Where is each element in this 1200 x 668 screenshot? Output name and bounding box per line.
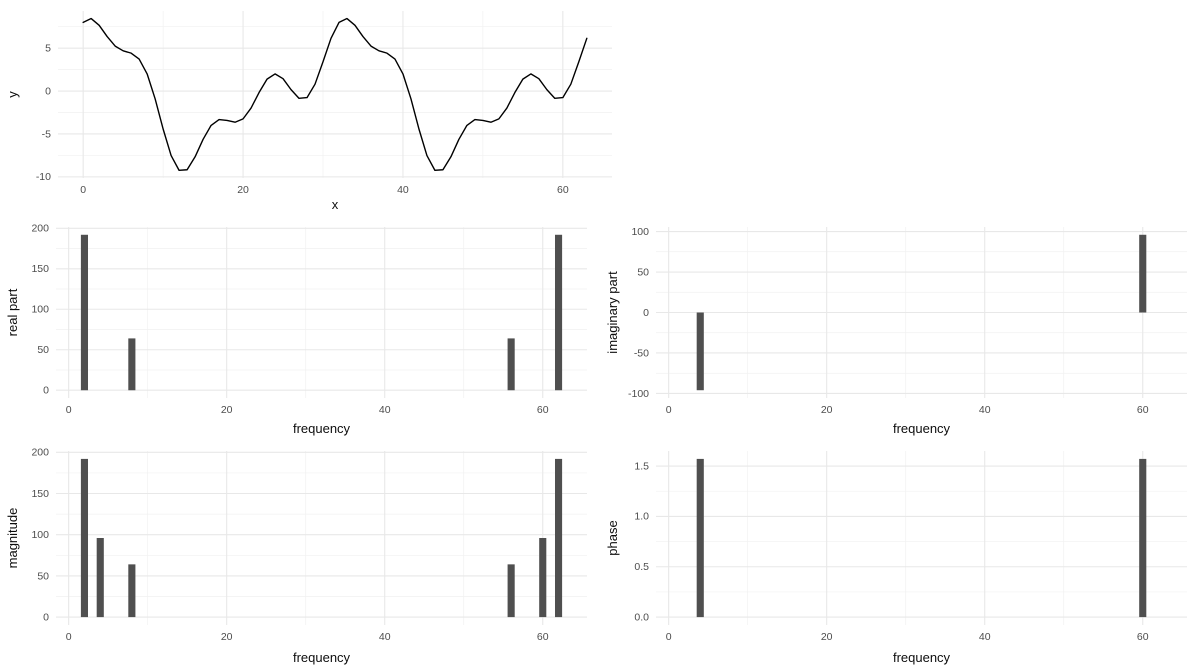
grid-major bbox=[656, 451, 1187, 625]
phase-chart-svg: 0 20 40 60 0.0 0.5 1.0 1.5 frequency phase bbox=[605, 451, 1187, 665]
tick-labels: 0 20 40 60 0 50 100 150 200 bbox=[31, 447, 548, 643]
x-tick-label: 60 bbox=[1137, 631, 1149, 643]
magnitude-chart-svg: 0 20 40 60 0 50 100 150 200 frequency magnitude bbox=[5, 447, 587, 665]
x-tick-label: 40 bbox=[979, 631, 991, 643]
x-tick-label: 0 bbox=[666, 631, 672, 643]
y-tick-label: -50 bbox=[634, 347, 649, 359]
imaginary-part-bar-chart: 0 20 40 60 -100 -50 0 50 100 frequency imaginary p… bbox=[600, 215, 1200, 439]
y-tick-label: 150 bbox=[31, 488, 49, 500]
real-y-axis-title: real part bbox=[5, 288, 20, 336]
y-tick-label: 1.0 bbox=[634, 511, 649, 523]
y-tick-label: 0 bbox=[43, 385, 49, 397]
bar-frequency-4 bbox=[696, 312, 704, 391]
bar-frequency-62 bbox=[554, 234, 563, 391]
x-tick-label: 0 bbox=[666, 404, 672, 416]
y-tick-label: -100 bbox=[628, 388, 649, 400]
y-tick-label: 150 bbox=[31, 263, 49, 275]
signal-line-chart: 0 20 40 60 -10 -5 0 5 x y bbox=[0, 0, 620, 215]
y-tick-label: 0.5 bbox=[634, 561, 649, 573]
y-tick-label: 100 bbox=[31, 304, 49, 316]
tick-labels: 0 20 40 60 -100 -50 0 50 100 bbox=[628, 226, 1149, 416]
bar-frequency-62 bbox=[554, 458, 563, 618]
signal-series-line bbox=[82, 17, 588, 172]
y-tick-label: 0.0 bbox=[634, 611, 649, 623]
real-part-bar-chart: 0 20 40 60 0 50 100 150 200 frequency real part bbox=[0, 215, 600, 439]
imaginary-bars bbox=[696, 234, 1147, 391]
x-tick-label: 40 bbox=[979, 404, 991, 416]
grid-major bbox=[56, 451, 587, 625]
x-tick-label: 20 bbox=[821, 404, 833, 416]
bar-frequency-56 bbox=[507, 564, 515, 618]
magnitude-bars bbox=[80, 458, 563, 618]
y-tick-label: -10 bbox=[36, 171, 51, 183]
grid-minor bbox=[56, 227, 587, 398]
y-tick-label: 0 bbox=[43, 611, 49, 623]
x-tick-label: 60 bbox=[1137, 404, 1149, 416]
x-tick-label: 60 bbox=[537, 404, 549, 416]
phase-y-axis-title: phase bbox=[605, 520, 620, 555]
x-tick-label: 40 bbox=[379, 631, 391, 643]
imaginary-y-axis-title: imaginary part bbox=[605, 271, 620, 354]
magnitude-bar-chart: 0 20 40 60 0 50 100 150 200 frequency magnitude bbox=[0, 439, 600, 668]
bar-frequency-60 bbox=[1139, 234, 1147, 313]
y-tick-label: 5 bbox=[45, 43, 51, 55]
bar-frequency-8 bbox=[128, 564, 136, 618]
y-tick-label: 50 bbox=[37, 570, 49, 582]
bar-frequency-56 bbox=[507, 338, 515, 391]
bar-frequency-2 bbox=[80, 458, 89, 618]
tick-labels: 0 20 40 60 0.0 0.5 1.0 1.5 bbox=[634, 460, 1148, 643]
imaginary-x-axis-title: frequency bbox=[893, 421, 951, 436]
y-tick-label: 0 bbox=[45, 85, 51, 97]
magnitude-y-axis-title: magnitude bbox=[5, 508, 20, 569]
bar-frequency-8 bbox=[128, 338, 136, 391]
magnitude-x-axis-title: frequency bbox=[293, 650, 351, 665]
x-tick-label: 0 bbox=[66, 404, 72, 416]
x-tick-label: 20 bbox=[221, 404, 233, 416]
bar-frequency-60 bbox=[1139, 458, 1147, 618]
y-tick-label: 0 bbox=[643, 307, 649, 319]
imaginary-chart-svg: 0 20 40 60 -100 -50 0 50 100 frequency imaginary p… bbox=[605, 226, 1187, 436]
x-tick-label: 40 bbox=[379, 404, 391, 416]
x-tick-label: 40 bbox=[397, 184, 409, 196]
y-tick-label: 50 bbox=[37, 344, 49, 356]
x-tick-label: 0 bbox=[80, 184, 86, 196]
phase-x-axis-title: frequency bbox=[893, 650, 951, 665]
real-chart-svg: 0 20 40 60 0 50 100 150 200 frequency real part bbox=[5, 223, 587, 436]
x-tick-label: 60 bbox=[557, 184, 569, 196]
grid-minor bbox=[656, 451, 1187, 625]
y-tick-label: 100 bbox=[31, 529, 49, 541]
x-tick-label: 20 bbox=[821, 631, 833, 643]
bar-frequency-2 bbox=[80, 234, 89, 391]
grid-major bbox=[58, 11, 612, 178]
signal-y-axis-title: y bbox=[5, 91, 20, 98]
x-tick-label: 20 bbox=[237, 184, 249, 196]
bar-frequency-60 bbox=[539, 538, 547, 618]
bar-frequency-4 bbox=[96, 538, 104, 618]
grid-minor bbox=[58, 11, 612, 178]
signal-x-axis-title: x bbox=[332, 197, 339, 212]
real-x-axis-title: frequency bbox=[293, 421, 351, 436]
real-bars bbox=[80, 234, 563, 391]
signal-chart-svg: 0 20 40 60 -10 -5 0 5 x y bbox=[5, 11, 612, 212]
grid-major bbox=[56, 227, 587, 398]
y-tick-label: 200 bbox=[31, 223, 49, 235]
tick-labels: 0 20 40 60 0 50 100 150 200 bbox=[31, 223, 548, 416]
y-tick-label: 200 bbox=[31, 447, 49, 459]
phase-bars bbox=[696, 458, 1147, 618]
grid-minor bbox=[56, 451, 587, 625]
bar-frequency-4 bbox=[696, 458, 704, 618]
y-tick-label: -5 bbox=[42, 128, 51, 140]
phase-bar-chart: 0 20 40 60 0.0 0.5 1.0 1.5 frequency phase bbox=[600, 439, 1200, 668]
tick-labels: 0 20 40 60 -10 -5 0 5 bbox=[36, 43, 569, 196]
y-tick-label: 1.5 bbox=[634, 460, 649, 472]
x-tick-label: 60 bbox=[537, 631, 549, 643]
x-tick-label: 0 bbox=[66, 631, 72, 643]
x-tick-label: 20 bbox=[221, 631, 233, 643]
y-tick-label: 50 bbox=[637, 266, 649, 278]
y-tick-label: 100 bbox=[631, 226, 649, 238]
grid-major bbox=[656, 227, 1187, 398]
